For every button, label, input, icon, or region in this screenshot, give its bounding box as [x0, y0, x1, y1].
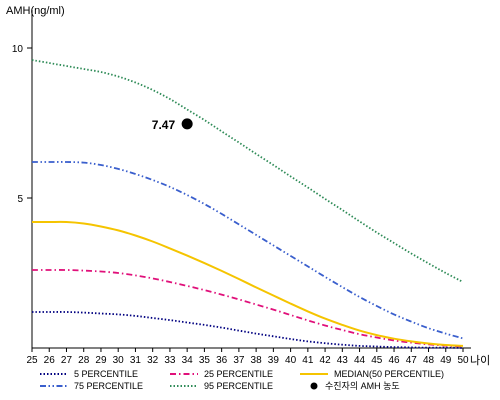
series-line-25-percentile: [32, 269, 464, 348]
legend-label: 수진자의 AMH 농도: [325, 381, 400, 391]
x-tick-label: 31: [130, 355, 142, 366]
legend-label: 75 PERCENTILE: [74, 381, 143, 391]
legend-label: 25 PERCENTILE: [204, 369, 273, 379]
x-tick-label: 26: [44, 355, 56, 366]
x-tick-label: 38: [251, 355, 263, 366]
x-tick-label: 47: [406, 355, 418, 366]
series-line-5-percentile: [31, 311, 464, 349]
x-tick-label: 36: [216, 355, 228, 366]
x-tick-label: 40: [285, 355, 297, 366]
x-tick-label: 41: [302, 355, 314, 366]
x-tick-label: 39: [268, 355, 280, 366]
x-tick-label: 46: [388, 355, 400, 366]
x-tick-label: 48: [423, 355, 435, 366]
x-tick-label: 27: [61, 355, 73, 366]
x-tick-label: 37: [233, 355, 245, 366]
y-tick-label: 5: [17, 194, 23, 205]
x-tick-label: 35: [199, 355, 211, 366]
x-tick-label: 49: [440, 355, 452, 366]
y-tick-label: 10: [12, 44, 24, 55]
x-tick-label: 32: [147, 355, 159, 366]
patient-amh-value-label: 7.47: [152, 118, 176, 132]
x-tick-label: 29: [95, 355, 107, 366]
series-line-median-50-percentile: [32, 220, 464, 347]
x-tick-label: 28: [78, 355, 90, 366]
legend-label: 5 PERCENTILE: [74, 369, 138, 379]
x-tick-label: 33: [164, 355, 176, 366]
series-line-75-percentile: [32, 161, 464, 340]
legend-label: 95 PERCENTILE: [204, 381, 273, 391]
patient-amh-marker: [181, 118, 193, 130]
legend: 5 PERCENTILE 25 PERCENTILE MEDIAN(50 PERCE…: [40, 369, 444, 391]
x-axis-title: 나이: [470, 354, 490, 367]
x-tick-label: 34: [182, 355, 194, 366]
y-axis-title: AMH(ng/ml): [6, 5, 65, 17]
x-tick-label: 45: [371, 355, 383, 366]
x-tick-label: 44: [354, 355, 366, 366]
x-tick-label: 42: [320, 355, 332, 366]
series-line-95-percentile: [31, 59, 464, 283]
x-tick-label: 30: [113, 355, 125, 366]
x-tick-label: 50: [457, 355, 469, 366]
legend-label: MEDIAN(50 PERCENTILE): [334, 369, 444, 379]
x-tick-label: 43: [337, 355, 349, 366]
x-tick-label: 25: [26, 355, 38, 366]
legend-marker-symbol: [310, 382, 318, 390]
